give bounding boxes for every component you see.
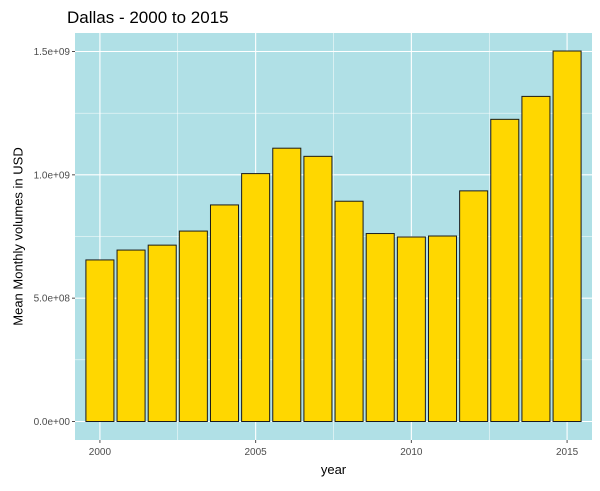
x-axis-label: year	[321, 462, 347, 477]
y-tick-label: 5.0e+08	[34, 294, 71, 305]
y-tick-label: 0.0e+00	[34, 417, 71, 428]
bar	[116, 249, 146, 422]
bar	[209, 204, 240, 422]
bar	[490, 118, 520, 422]
bar	[85, 259, 115, 422]
bar	[334, 200, 364, 422]
bar	[396, 236, 426, 422]
bars	[85, 50, 582, 423]
bar	[459, 190, 489, 422]
bar	[147, 244, 177, 422]
x-tick-label: 2000	[89, 447, 112, 458]
y-axis-label: Mean Monthly volumes in USD	[11, 147, 26, 325]
bar	[272, 147, 302, 422]
bar	[178, 230, 208, 422]
x-tick-label: 2015	[556, 447, 579, 458]
bar	[303, 155, 333, 422]
axes: 0.0e+00 5.0e+08 1.0e+09 1.5e+09 2000 2005 2010…	[34, 47, 579, 458]
bar	[365, 233, 395, 422]
y-tick-label: 1.5e+09	[34, 47, 71, 58]
x-tick-label: 2010	[400, 447, 423, 458]
y-tick-label: 1.0e+09	[34, 170, 71, 181]
bar	[427, 235, 458, 422]
x-tick-label: 2005	[245, 447, 268, 458]
bar	[521, 95, 551, 422]
bar	[552, 50, 582, 423]
chart-title: Dallas - 2000 to 2015	[67, 8, 229, 27]
bar	[241, 173, 271, 422]
